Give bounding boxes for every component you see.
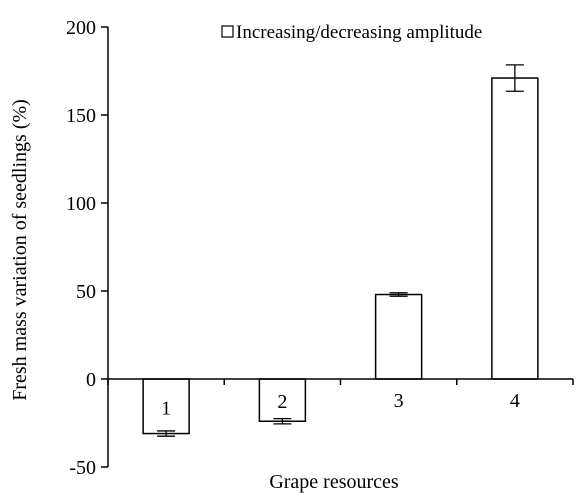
bar — [374, 293, 423, 380]
category-label: 3 — [394, 390, 404, 412]
bar — [258, 378, 307, 422]
y-tick-label: -50 — [69, 457, 96, 479]
y-axis-ticks: -50 0 50 100 150 200 — [66, 17, 108, 479]
legend-swatch — [221, 25, 234, 38]
category-label: 2 — [277, 391, 287, 413]
legend-label: Increasing/decreasing amplitude — [236, 22, 482, 43]
y-tick-label: 150 — [66, 105, 96, 127]
category-label: 1 — [161, 397, 171, 419]
bars: 1 2 3 4 — [142, 64, 539, 437]
bar — [491, 77, 539, 380]
legend: Increasing/decreasing amplitude — [221, 22, 482, 43]
y-tick-label: 200 — [66, 17, 96, 39]
y-tick-label: 100 — [66, 193, 96, 215]
y-tick-label: 50 — [76, 281, 96, 303]
category-label: 4 — [510, 390, 520, 412]
x-axis-ticks — [107, 379, 574, 385]
y-tick-label: 0 — [86, 369, 96, 391]
x-axis-label: Grape resources — [269, 471, 399, 493]
y-axis-label: Fresh mass variation of seedlings (%) — [9, 99, 31, 401]
